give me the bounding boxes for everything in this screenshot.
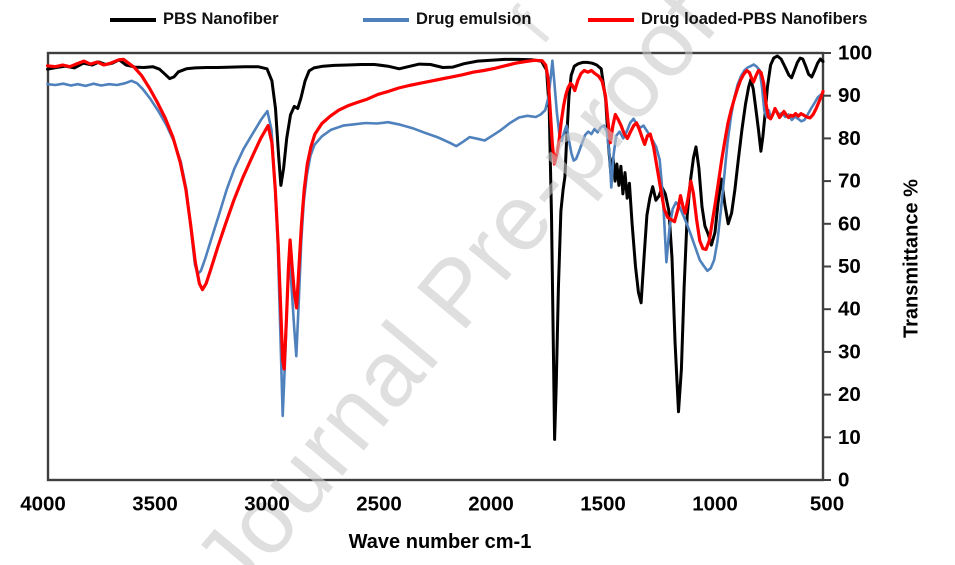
legend-swatch-drug-emulsion — [363, 17, 409, 22]
legend-swatch-drug-loaded-pbs — [588, 17, 634, 22]
legend-item-drug-emulsion: Drug emulsion — [363, 10, 532, 29]
series-line-drug-emulsion — [46, 59, 825, 418]
series-line-drug-loaded-pbs-nanofibers — [45, 57, 825, 371]
legend-swatch-pbs-nanofiber — [110, 17, 156, 22]
y-tick-label: 30 — [838, 340, 861, 363]
x-tick-label: 3000 — [244, 493, 290, 516]
legend-label: Drug loaded-PBS Nanofibers — [641, 10, 868, 28]
chart-legend: PBS Nanofiber Drug emulsion Drug loaded-… — [0, 0, 955, 44]
y-tick-label: 80 — [838, 127, 861, 150]
legend-item-drug-loaded-pbs: Drug loaded-PBS Nanofibers — [588, 10, 867, 29]
x-tick-label: 2500 — [356, 493, 402, 516]
legend-label: Drug emulsion — [416, 10, 532, 28]
y-tick-label: 50 — [838, 255, 861, 278]
y-tick-label: 40 — [838, 298, 861, 321]
y-tick-label: 0 — [838, 469, 849, 492]
x-tick-label: 500 — [810, 493, 844, 516]
x-axis-title: Wave number cm-1 — [348, 531, 532, 553]
series-group — [45, 54, 825, 441]
legend-item-pbs-nanofiber: PBS Nanofiber — [110, 10, 279, 29]
x-tick-label: 4000 — [20, 493, 66, 516]
x-tick-label: 2000 — [468, 493, 514, 516]
y-axis-title: Transmittance % — [900, 179, 923, 338]
y-tick-label: 20 — [838, 383, 861, 406]
legend-label: PBS Nanofiber — [163, 10, 279, 28]
y-tick-label: 10 — [838, 426, 861, 449]
x-tick-label: 3500 — [132, 493, 178, 516]
y-tick-label: 100 — [838, 42, 872, 65]
x-tick-label: 1000 — [692, 493, 738, 516]
y-tick-label: 60 — [838, 212, 861, 235]
series-line-pbs-nanofiber — [46, 54, 825, 441]
x-tick-label: 1500 — [580, 493, 626, 516]
y-tick-label: 90 — [838, 84, 861, 107]
y-tick-label: 70 — [838, 170, 861, 193]
